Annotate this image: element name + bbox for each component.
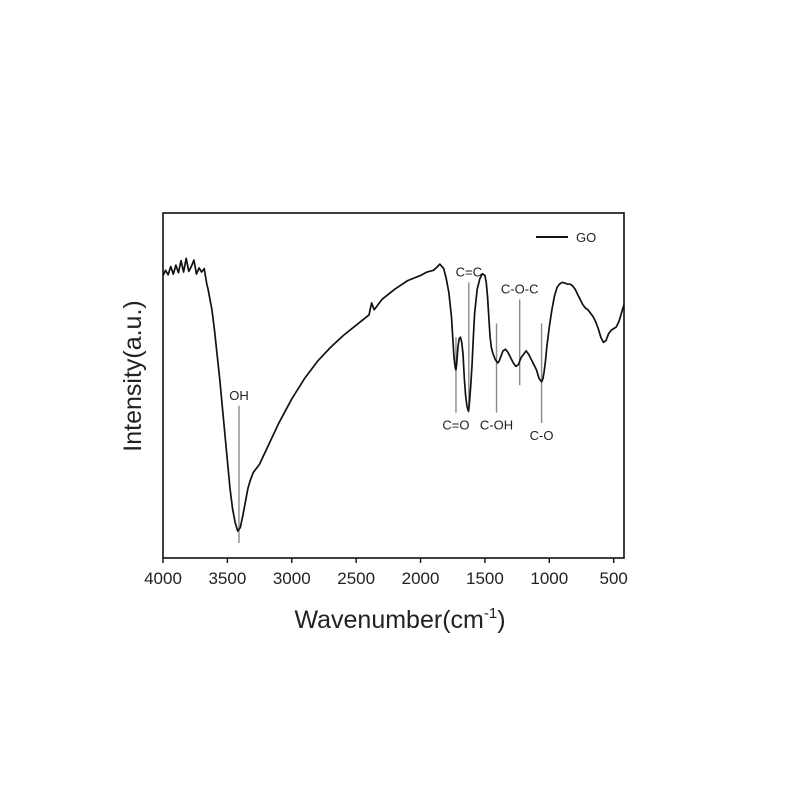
annotation-label-0: OH bbox=[229, 388, 249, 403]
x-axis-title: Wavenumber(cm-1) bbox=[294, 605, 505, 634]
x-axis-title-superscript: -1 bbox=[484, 605, 497, 622]
series-line-go bbox=[162, 257, 625, 532]
x-tick-label-4000: 4000 bbox=[144, 569, 182, 588]
x-tick-label-500: 500 bbox=[600, 569, 628, 588]
x-axis-title-main: Wavenumber(cm bbox=[294, 606, 483, 634]
annotation-label-2: C=C bbox=[456, 264, 482, 279]
x-tick-label-3500: 3500 bbox=[208, 569, 246, 588]
annotation-label-5: C-O bbox=[530, 428, 554, 443]
x-tick-label-2500: 2500 bbox=[337, 569, 375, 588]
annotation-label-1: C=O bbox=[442, 418, 469, 433]
x-axis-tick-labels: 4000 3500 3000 2500 2000 1500 1000 500 bbox=[144, 569, 628, 588]
legend-label-go: GO bbox=[576, 230, 596, 245]
x-tick-label-3000: 3000 bbox=[273, 569, 311, 588]
x-axis-title-close: ) bbox=[497, 606, 505, 634]
x-tick-label-1500: 1500 bbox=[466, 569, 504, 588]
legend: GO bbox=[536, 230, 596, 245]
plot-frame bbox=[162, 212, 625, 559]
x-axis-ticks bbox=[162, 558, 615, 563]
y-axis-title: Intensity(a.u.) bbox=[119, 300, 147, 451]
annotation-label-3: C-OH bbox=[480, 418, 513, 433]
annotation-label-4: C-O-C bbox=[501, 281, 539, 296]
annotation-labels: OH C=O C=C C-OH C-O-C C-O bbox=[229, 264, 553, 443]
x-tick-label-2000: 2000 bbox=[402, 569, 440, 588]
x-tick-label-1000: 1000 bbox=[530, 569, 568, 588]
annotation-lines bbox=[238, 282, 543, 543]
